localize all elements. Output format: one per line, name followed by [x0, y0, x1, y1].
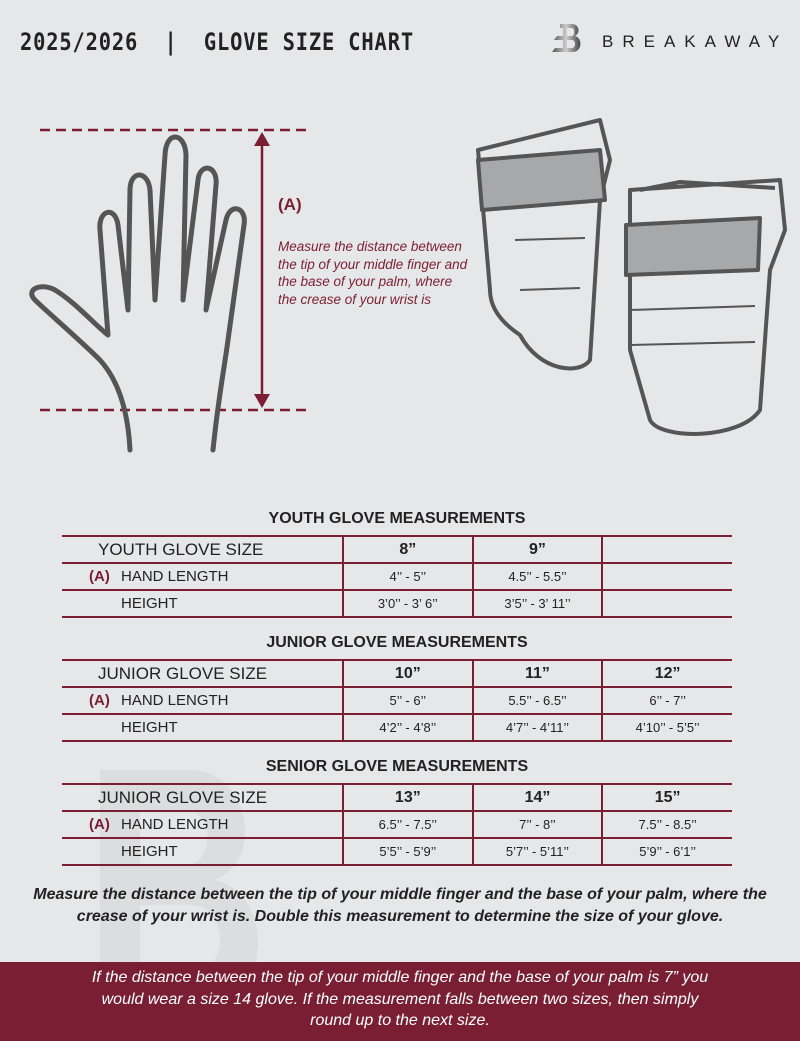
row-label-cell: HEIGHT — [62, 589, 343, 618]
value-cell: 4’’ - 5’’ — [342, 562, 473, 591]
measurement-note: Measure the distance between the tip of … — [33, 886, 767, 925]
value-cell: 7.5’’ - 8.5’’ — [601, 810, 732, 839]
row-label: HAND LENGTH — [121, 692, 229, 709]
section-title: JUNIOR GLOVE MEASUREMENTS — [266, 634, 528, 651]
glove-illustration-icon — [476, 118, 787, 436]
measure-label: (A) — [278, 195, 302, 214]
row-label: HEIGHT — [121, 595, 178, 612]
size-cell: 10” — [342, 659, 473, 688]
row-label: HAND LENGTH — [121, 816, 229, 833]
size-cell: 8” — [342, 535, 473, 564]
row-label-cell: (A) HAND LENGTH — [62, 686, 343, 715]
value-cell: 6’’ - 7’’ — [601, 686, 732, 715]
value-cell: 3’5’’ - 3’ 11’’ — [471, 589, 603, 618]
value-cell: 6.5’’ - 7.5’’ — [342, 810, 473, 839]
section-title: YOUTH GLOVE MEASUREMENTS — [268, 510, 526, 527]
value-cell: 3’0’’ - 3’ 6’’ — [342, 589, 473, 618]
section-title: SENIOR GLOVE MEASUREMENTS — [265, 758, 529, 775]
value-cell — [601, 589, 732, 618]
row-label-cell: (A) HAND LENGTH — [62, 562, 343, 591]
value-cell: 4.5’’ - 5.5’’ — [471, 562, 603, 591]
size-table: JUNIOR GLOVE SIZE 13” 14” 15” (A) HAND LENGTH… — [62, 783, 732, 866]
value-cell: 4’10’’ - 5’5’’ — [601, 713, 732, 742]
breakaway-logo-icon — [552, 24, 581, 52]
value-cell: 5’7’’ - 5’11’’ — [471, 837, 603, 866]
table-row: JUNIOR GLOVE SIZE 10” 11” 12” — [62, 659, 732, 688]
table-row: (A) HAND LENGTH 5’’ - 6’’ 5.5’’ - 6.5’’ 6’’ … — [62, 686, 732, 715]
size-table: JUNIOR GLOVE SIZE 10” 11” 12” (A) HAND LENGTH… — [62, 659, 732, 742]
value-cell: 4’2’’ - 4’8’’ — [342, 713, 473, 742]
row-label-cell: (A) HAND LENGTH — [62, 810, 343, 839]
value-cell: 7’’ - 8’’ — [471, 810, 603, 839]
table-row: JUNIOR GLOVE SIZE 13” 14” 15” — [62, 783, 732, 812]
value-cell: 5’9’’ - 6’1’’ — [601, 837, 732, 866]
size-label: JUNIOR GLOVE SIZE — [62, 783, 343, 812]
size-cell: 11” — [471, 659, 603, 688]
footer-banner: If the distance between the tip of your … — [0, 962, 800, 1041]
page-title: 2025/2026 | GLOVE SIZE CHART — [20, 28, 414, 56]
size-cell: 9” — [471, 535, 603, 564]
row-marker: (A) — [89, 816, 110, 833]
table-row: HEIGHT 3’0’’ - 3’ 6’’ 3’5’’ - 3’ 11’’ — [62, 589, 732, 618]
row-marker: (A) — [89, 692, 110, 709]
value-cell: 5.5’’ - 6.5’’ — [471, 686, 603, 715]
size-label: JUNIOR GLOVE SIZE — [62, 659, 343, 688]
row-label: HAND LENGTH — [121, 568, 229, 585]
size-cell — [601, 535, 732, 564]
value-cell — [601, 562, 732, 591]
brand-name: BREAKAWAY — [602, 32, 789, 51]
table-row: HEIGHT 4’2’’ - 4’8’’ 4’7’’ - 4’11’’ 4’10’’ … — [62, 713, 732, 742]
hand-measurement-diagram — [29, 118, 787, 453]
hand-outline-icon — [29, 134, 247, 453]
value-cell: 5’’ - 6’’ — [342, 686, 473, 715]
size-cell: 13” — [342, 783, 473, 812]
size-label: YOUTH GLOVE SIZE — [62, 535, 343, 564]
table-row: HEIGHT 5’5’’ - 5’9’’ 5’7’’ - 5’11’’ 5’9’’ -… — [62, 837, 732, 866]
value-cell: 4’7’’ - 4’11’’ — [471, 713, 603, 742]
row-marker: (A) — [89, 568, 110, 585]
footer-text: If the distance between the tip of your … — [91, 969, 709, 1029]
row-label: HEIGHT — [121, 719, 178, 736]
measure-instruction: Measure the distance between the tip of … — [278, 239, 468, 307]
row-label-cell: HEIGHT — [62, 713, 343, 742]
table-row: YOUTH GLOVE SIZE 8” 9” — [62, 535, 732, 564]
value-cell: 5’5’’ - 5’9’’ — [342, 837, 473, 866]
table-row: (A) HAND LENGTH 6.5’’ - 7.5’’ 7’’ - 8’’ 7.5’… — [62, 810, 732, 839]
table-row: (A) HAND LENGTH 4’’ - 5’’ 4.5’’ - 5.5’’ — [62, 562, 732, 591]
size-cell: 14” — [471, 783, 603, 812]
row-label: HEIGHT — [121, 843, 178, 860]
size-cell: 12” — [601, 659, 732, 688]
size-cell: 15” — [601, 783, 732, 812]
row-label-cell: HEIGHT — [62, 837, 343, 866]
brand-logo: BREAKAWAY — [548, 22, 788, 62]
size-table: YOUTH GLOVE SIZE 8” 9” (A) HAND LENGTH 4’’ - … — [62, 535, 732, 618]
